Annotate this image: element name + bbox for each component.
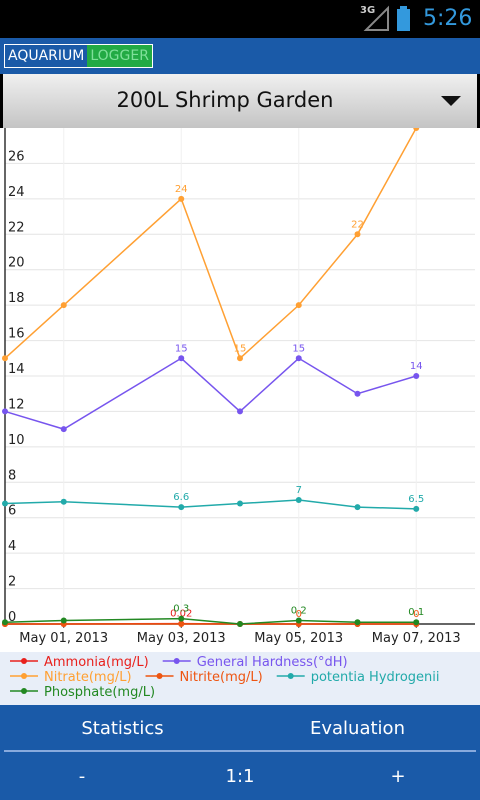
- data-point: [295, 617, 302, 624]
- legend-marker: [287, 673, 294, 679]
- legend-label: Nitrate(mg/L): [44, 670, 132, 685]
- y-tick-label: 16: [8, 327, 25, 342]
- legend-label: Phosphate(mg/L): [44, 685, 155, 700]
- x-tick-label: May 07, 2013: [372, 631, 461, 646]
- evaluation-button[interactable]: Evaluation: [310, 718, 405, 739]
- data-label: 15: [292, 343, 305, 354]
- data-point: [237, 408, 243, 415]
- app-logo: AQUARIUM LOGGER: [4, 44, 153, 68]
- data-point: [60, 302, 67, 309]
- data-point: [237, 621, 243, 627]
- y-tick-label: 10: [8, 433, 25, 448]
- legend-bg: [0, 652, 480, 705]
- data-label: 0.02: [170, 609, 192, 620]
- chart-area: 0 2 4 6 8 10 12 14 16 18 20 22 24 26 May 01, 2013 May 0…: [0, 125, 480, 705]
- bottom-bar: Statistics Evaluation - 1:1 +: [0, 705, 480, 800]
- logo-left: AQUARIUM: [5, 45, 88, 67]
- data-point: [60, 426, 67, 433]
- data-point: [354, 619, 361, 626]
- data-label: 7: [296, 485, 302, 496]
- data-point: [60, 498, 67, 505]
- data-label: 6.5: [408, 494, 424, 505]
- logo-right: LOGGER: [87, 45, 152, 67]
- data-point: [60, 617, 67, 624]
- legend-marker: [21, 658, 27, 664]
- y-tick-label: 6: [8, 504, 16, 519]
- series-line: [4, 127, 417, 360]
- legend-marker: [21, 688, 27, 694]
- data-label: 22: [351, 219, 364, 230]
- y-tick-label: 18: [8, 291, 25, 306]
- data-label: 24: [175, 184, 188, 195]
- data-point: [295, 355, 302, 362]
- zoom-out-button[interactable]: -: [78, 766, 86, 787]
- y-tick-label: 26: [8, 149, 25, 164]
- data-point: [413, 619, 420, 626]
- data-point: [2, 408, 8, 415]
- y-tick-label: 4: [8, 539, 16, 554]
- x-tick-label: May 03, 2013: [137, 631, 226, 646]
- data-point: [295, 302, 302, 309]
- clock: 5:26: [423, 6, 473, 31]
- status-bar: 3G 5:26: [0, 0, 480, 38]
- dropdown-arrow: [441, 96, 461, 106]
- y-tick-label: 24: [8, 185, 25, 200]
- data-label: 15: [175, 343, 188, 354]
- x-tick-label: May 01, 2013: [19, 631, 108, 646]
- data-label: 0.1: [408, 607, 424, 618]
- data-point: [354, 231, 361, 238]
- data-point: [237, 355, 243, 362]
- status-icons: [363, 5, 410, 31]
- data-label: 0.3: [173, 604, 189, 615]
- data-label: 14: [410, 361, 423, 372]
- data-label: 0: [413, 609, 419, 620]
- data-point: [178, 355, 185, 362]
- divider: [4, 750, 476, 752]
- y-tick-label: 14: [8, 362, 25, 377]
- data-label: 0: [296, 609, 302, 620]
- data-label: 15: [234, 343, 247, 354]
- y-tick-label: 2: [8, 575, 16, 590]
- y-tick-label: 20: [8, 256, 25, 271]
- zoom-in-button[interactable]: +: [390, 766, 406, 787]
- data-point: [237, 500, 243, 507]
- y-tick-label: 0: [8, 610, 16, 625]
- x-tick-label: May 05, 2013: [254, 631, 343, 646]
- legend-marker: [173, 658, 180, 664]
- y-tick-label: 8: [8, 468, 16, 483]
- legend-label: Ammonia(mg/L): [44, 655, 149, 670]
- tank-selector[interactable]: 200L Shrimp Garden: [3, 74, 477, 128]
- data-point: [178, 615, 185, 622]
- data-point: [2, 619, 8, 626]
- legend-label: General Hardness(°dH): [197, 655, 348, 670]
- y-tick-label: 12: [8, 397, 25, 412]
- tank-name: 200L Shrimp Garden: [116, 88, 334, 112]
- data-point: [413, 505, 420, 512]
- network: 3G: [360, 5, 376, 16]
- legend-marker: [156, 673, 163, 679]
- data-point: [178, 195, 185, 202]
- data-point: [413, 373, 420, 379]
- data-label: 0.2: [291, 605, 307, 616]
- data-point: [295, 497, 302, 503]
- data-point: [354, 504, 361, 511]
- legend-marker: [21, 673, 27, 679]
- data-point: [178, 621, 185, 627]
- data-label: 6.6: [173, 492, 189, 503]
- data-point: [178, 504, 185, 511]
- data-point: [354, 390, 361, 397]
- y-tick-label: 22: [8, 220, 25, 235]
- zoom-reset-button[interactable]: 1:1: [225, 766, 255, 787]
- legend-label: Nitrite(mg/L): [180, 670, 263, 685]
- title-bar: AQUARIUM LOGGER: [0, 38, 480, 74]
- legend-label: potentia Hydrogenii: [311, 670, 440, 685]
- data-point: [2, 500, 8, 507]
- data-point: [2, 355, 8, 362]
- statistics-button[interactable]: Statistics: [81, 718, 164, 739]
